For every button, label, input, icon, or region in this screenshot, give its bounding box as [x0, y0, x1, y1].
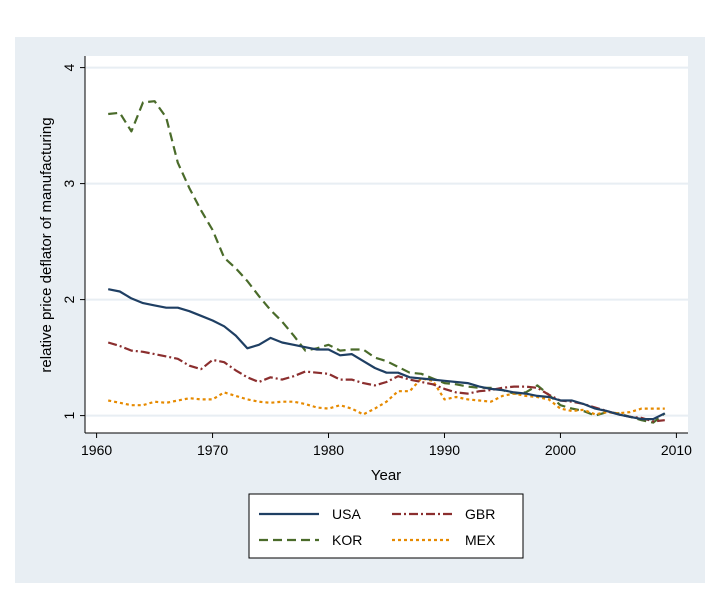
series-line-kor [108, 100, 666, 424]
x-tick-label-4: 2000 [545, 442, 576, 458]
x-tick-label-5: 2010 [661, 442, 692, 458]
series-lines [107, 100, 666, 424]
legend-label-mex: MEX [465, 532, 496, 548]
legend-label-kor: KOR [332, 532, 362, 548]
legend-label-usa: USA [332, 506, 361, 522]
axes [84, 56, 688, 434]
x-axis-title: Year [371, 467, 401, 484]
x-ticks: 1960 1970 1980 1990 2000 2010 [81, 433, 692, 458]
plot-area [85, 56, 688, 433]
y-tick-label-3: 4 [61, 63, 77, 71]
legend-label-gbr: GBR [465, 506, 495, 522]
series-line-usa [107, 288, 666, 421]
y-tick-label-2: 3 [61, 179, 77, 187]
y-tick-label-0: 1 [61, 411, 77, 419]
y-tick-label-1: 2 [61, 295, 77, 303]
legend-box [248, 493, 524, 559]
series-line-mex [107, 377, 665, 416]
x-tick-label-1: 1970 [197, 442, 228, 458]
x-tick-label-2: 1980 [313, 442, 344, 458]
series-line-gbr [107, 341, 665, 423]
x-tick-label-3: 1990 [429, 442, 460, 458]
x-tick-label-0: 1960 [81, 442, 112, 458]
y-ticks: 1 2 3 4 [61, 63, 85, 419]
y-axis-title: relative price deflator of manufacturing [38, 117, 55, 372]
legend: USA GBR KOR MEX [248, 493, 524, 559]
gridlines [86, 66, 688, 417]
